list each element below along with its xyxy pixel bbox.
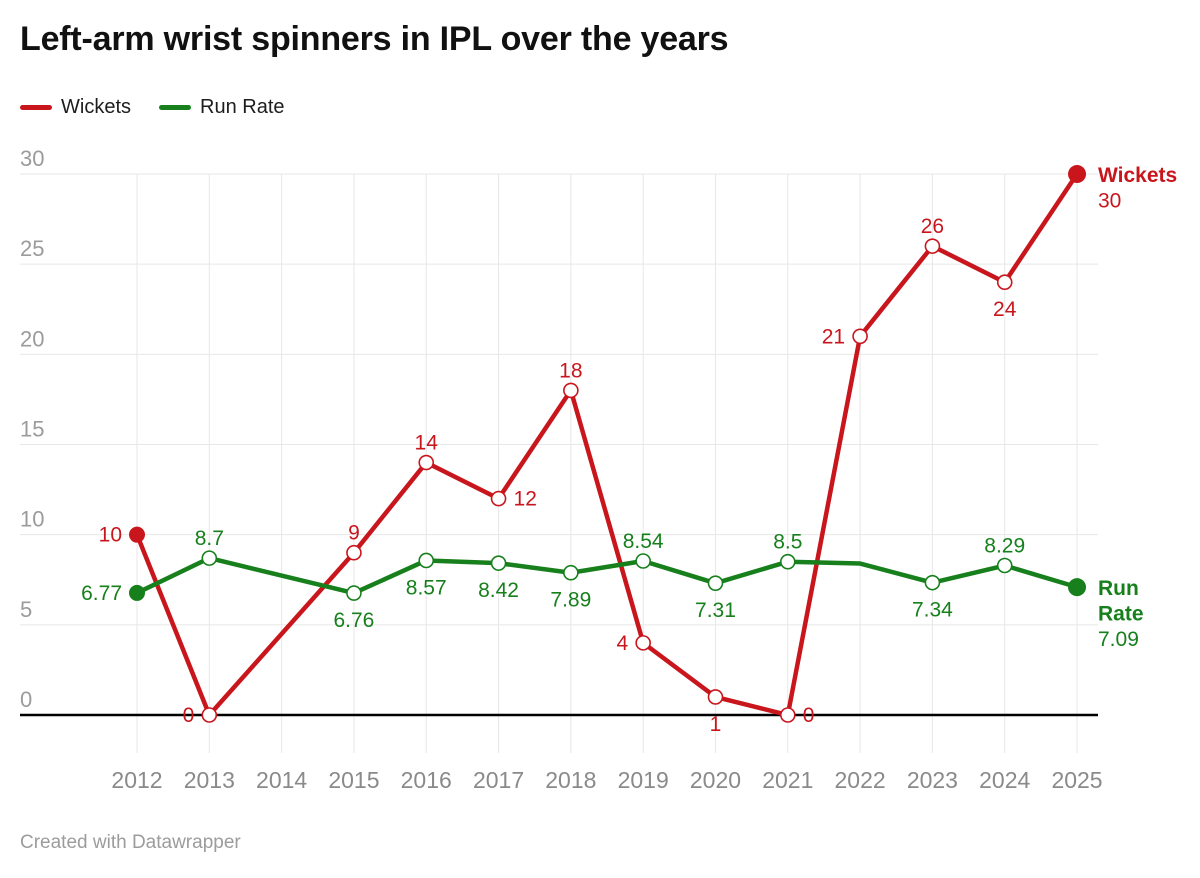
wickets-value-label-2024: 24 [993,298,1017,321]
run-rate-point-2012 [129,584,145,601]
x-tick-label-2018: 2018 [545,767,596,793]
wickets-value-label-2016: 14 [415,432,439,455]
x-tick-label-2017: 2017 [473,767,524,793]
run-rate-point-2017 [490,555,507,571]
run-rate-point-2013 [201,550,218,566]
wickets-point-2012 [129,526,145,543]
wickets-point-2021 [779,707,796,723]
legend: Wickets Run Rate [20,96,285,119]
y-tick-label-25: 25 [20,236,44,261]
wickets-line-swatch [20,105,52,110]
x-tick-label-2024: 2024 [979,767,1030,793]
chart-title: Left-arm wrist spinners in IPL over the … [20,20,729,58]
y-tick-label-20: 20 [20,326,44,351]
grid: 2012 2013 2014 2015 2016 2017 2018 2019 2020 2021… [20,146,1103,793]
wickets-value-label-2012: 10 [99,524,122,547]
wickets-point-2015 [346,544,362,561]
y-tick-label-0: 0 [20,687,32,712]
run-rate-point-2025 [1068,578,1087,597]
y-tick-label-30: 30 [20,146,44,171]
run-rate-point-2024 [996,557,1013,574]
run-rate-point-2016 [418,552,435,569]
run-rate-value-label-2024: 8.29 [984,535,1025,558]
wickets-value-label-2018: 18 [559,359,582,382]
x-tick-label-2019: 2019 [618,767,669,793]
run-rate-point-2018 [563,564,579,581]
run-rate-end-label: Rate [1098,603,1144,626]
legend-label-wickets: Wickets [61,96,131,118]
wickets-point-2020 [707,689,724,705]
wickets-value-label-2019: 4 [616,632,628,655]
y-tick-label-10: 10 [20,507,44,532]
run-rate-point-2015 [346,585,362,601]
wickets-value-label-2013: 0 [183,704,195,727]
run-rate-end-value: 7.09 [1098,628,1139,651]
wickets-value-label-2023: 26 [921,215,944,238]
y-tick-label-5: 5 [20,597,32,622]
x-tick-label-2021: 2021 [762,767,813,793]
y-tick-label-15: 15 [20,417,44,442]
x-tick-label-2015: 2015 [328,767,379,793]
run-rate-point-2019 [635,553,651,569]
run-rate-value-label-2020: 7.31 [695,599,736,622]
run-rate-value-label-2018: 7.89 [550,589,591,612]
wickets-point-2022 [852,328,868,345]
wickets-point-2025 [1068,165,1087,184]
wickets-value-label-2021: 0 [803,704,815,727]
wickets-value-label-2015: 9 [348,522,360,545]
wickets-point-2013 [201,707,218,723]
run-rate-value-label-2017: 8.42 [478,579,519,602]
x-tick-label-2023: 2023 [907,767,958,793]
wickets-end-value: 30 [1098,190,1121,213]
run-rate-end-label: Run [1098,577,1139,600]
run-rate-point-2020 [707,575,724,591]
wickets-point-2017 [490,490,507,507]
run-rate-value-label-2016: 8.57 [406,576,447,599]
legend-label-run-rate: Run Rate [200,96,285,118]
wickets-point-2024 [996,274,1013,291]
x-tick-label-2013: 2013 [184,767,235,793]
run-rate-value-label-2021: 8.5 [773,531,802,554]
run-rate-point-2023 [924,574,941,591]
wickets-value-label-2022: 21 [822,325,845,348]
x-tick-label-2014: 2014 [256,767,307,793]
series [129,165,1087,723]
attribution-link[interactable]: Created with Datawrapper [20,832,241,853]
run-rate-value-label-2012: 6.77 [81,582,122,605]
run-rate-value-label-2019: 8.54 [623,530,664,553]
run-rate-line-swatch [159,105,191,110]
run-rate-value-label-2023: 7.34 [912,599,953,622]
run-rate-value-label-2015: 6.76 [333,609,374,632]
x-tick-label-2016: 2016 [401,767,452,793]
x-tick-label-2025: 2025 [1051,767,1102,793]
x-tick-label-2022: 2022 [835,767,886,793]
wickets-point-2019 [635,635,651,651]
legend-item-wickets: Wickets [20,96,131,119]
x-tick-label-2020: 2020 [690,767,741,793]
wickets-point-2016 [418,454,435,471]
run-rate-point-2021 [779,553,796,570]
legend-item-run-rate: Run Rate [159,96,285,119]
wickets-value-label-2020: 1 [710,713,722,736]
wickets-value-label-2017: 12 [514,488,537,511]
wickets-point-2023 [924,238,941,254]
x-tick-label-2012: 2012 [111,767,162,793]
wickets-point-2018 [563,382,579,399]
wickets-end-label: Wickets [1098,164,1177,187]
run-rate-value-label-2013: 8.7 [195,527,224,550]
